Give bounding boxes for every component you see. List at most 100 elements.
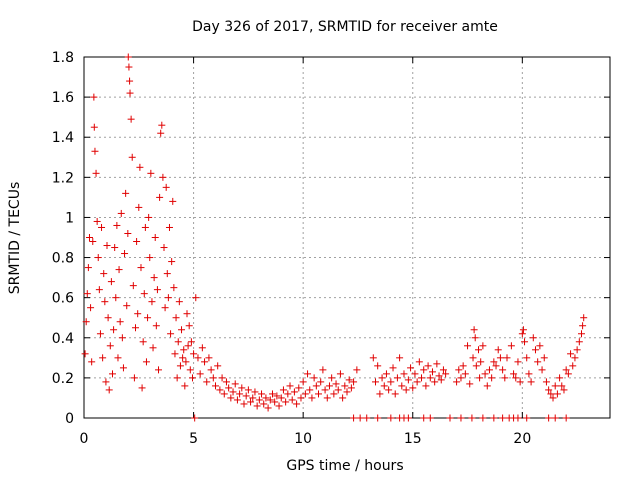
- x-tick-label: 20: [513, 431, 531, 447]
- data-point: [90, 93, 98, 101]
- data-point: [220, 390, 228, 398]
- data-point: [578, 330, 586, 338]
- data-point: [142, 358, 150, 366]
- y-tick-label: 0.4: [52, 331, 74, 347]
- data-point: [382, 370, 390, 378]
- data-point: [551, 382, 559, 390]
- data-point: [156, 193, 164, 201]
- data-point: [469, 354, 477, 362]
- data-point: [461, 370, 469, 378]
- data-point: [103, 242, 111, 250]
- data-point: [91, 147, 99, 155]
- x-axis-label: GPS time / hours: [286, 458, 403, 474]
- data-point: [112, 294, 120, 302]
- data-point: [380, 382, 388, 390]
- data-point: [371, 378, 379, 386]
- data-point: [116, 318, 124, 326]
- data-point: [350, 414, 358, 422]
- data-point: [556, 374, 564, 382]
- data-point: [398, 382, 406, 390]
- data-point: [170, 284, 178, 292]
- data-point: [102, 378, 110, 386]
- data-point: [415, 358, 423, 366]
- data-point: [534, 358, 542, 366]
- data-point: [168, 258, 176, 266]
- data-point: [494, 346, 502, 354]
- data-point: [396, 354, 404, 362]
- data-point: [295, 384, 303, 392]
- data-point: [251, 388, 259, 396]
- data-point: [321, 386, 329, 394]
- data-point: [339, 394, 347, 402]
- data-point: [147, 169, 155, 177]
- data-point: [317, 378, 325, 386]
- data-point: [580, 314, 588, 322]
- y-tick-label: 1.6: [52, 90, 74, 106]
- data-point: [490, 358, 498, 366]
- data-point: [264, 404, 272, 412]
- data-point: [125, 63, 133, 71]
- data-point: [119, 364, 127, 372]
- data-point: [99, 354, 107, 362]
- data-point: [209, 374, 217, 382]
- data-point: [249, 394, 257, 402]
- data-point: [104, 314, 112, 322]
- data-point: [297, 394, 305, 402]
- data-point: [457, 374, 465, 382]
- data-point: [161, 304, 169, 312]
- data-point: [547, 390, 555, 398]
- data-point: [153, 286, 161, 294]
- data-point: [426, 374, 434, 382]
- data-point: [420, 366, 428, 374]
- data-point: [315, 390, 323, 398]
- data-point: [194, 354, 202, 362]
- data-point: [258, 390, 266, 398]
- data-point: [187, 338, 195, 346]
- data-point: [545, 414, 553, 422]
- data-point: [385, 386, 393, 394]
- data-point: [304, 370, 312, 378]
- data-point: [158, 121, 166, 129]
- data-point: [411, 370, 419, 378]
- data-point: [512, 374, 520, 382]
- data-point: [404, 376, 412, 384]
- data-point: [145, 213, 153, 221]
- data-point: [542, 378, 550, 386]
- data-point: [108, 370, 116, 378]
- data-point: [446, 414, 454, 422]
- data-point: [106, 342, 114, 350]
- data-point: [118, 334, 126, 342]
- y-tick-label: 0.6: [52, 291, 74, 307]
- data-point: [212, 382, 219, 390]
- data-point: [140, 290, 148, 298]
- y-tick-label: 1: [65, 210, 74, 226]
- data-points: [81, 53, 588, 422]
- y-tick-label: 1.8: [52, 50, 74, 66]
- data-point: [471, 334, 479, 342]
- y-tick-label: 0.2: [52, 371, 74, 387]
- data-point: [98, 223, 106, 231]
- data-point: [453, 378, 461, 386]
- data-point: [336, 370, 344, 378]
- data-point: [521, 338, 529, 346]
- data-point: [558, 382, 566, 390]
- data-point: [90, 123, 98, 131]
- data-point: [501, 374, 509, 382]
- data-point: [301, 390, 309, 398]
- data-point: [290, 388, 298, 396]
- data-point: [507, 342, 515, 350]
- data-point: [562, 414, 570, 422]
- data-point: [564, 370, 572, 378]
- data-point: [418, 374, 426, 382]
- data-point: [363, 414, 371, 422]
- data-point: [160, 244, 168, 252]
- data-point: [127, 115, 135, 123]
- data-point: [293, 400, 301, 408]
- data-point: [437, 376, 445, 384]
- data-point: [479, 342, 487, 350]
- data-point: [138, 384, 146, 392]
- data-point: [435, 372, 443, 380]
- data-point: [426, 414, 434, 422]
- data-point: [424, 362, 432, 370]
- data-point: [312, 382, 320, 390]
